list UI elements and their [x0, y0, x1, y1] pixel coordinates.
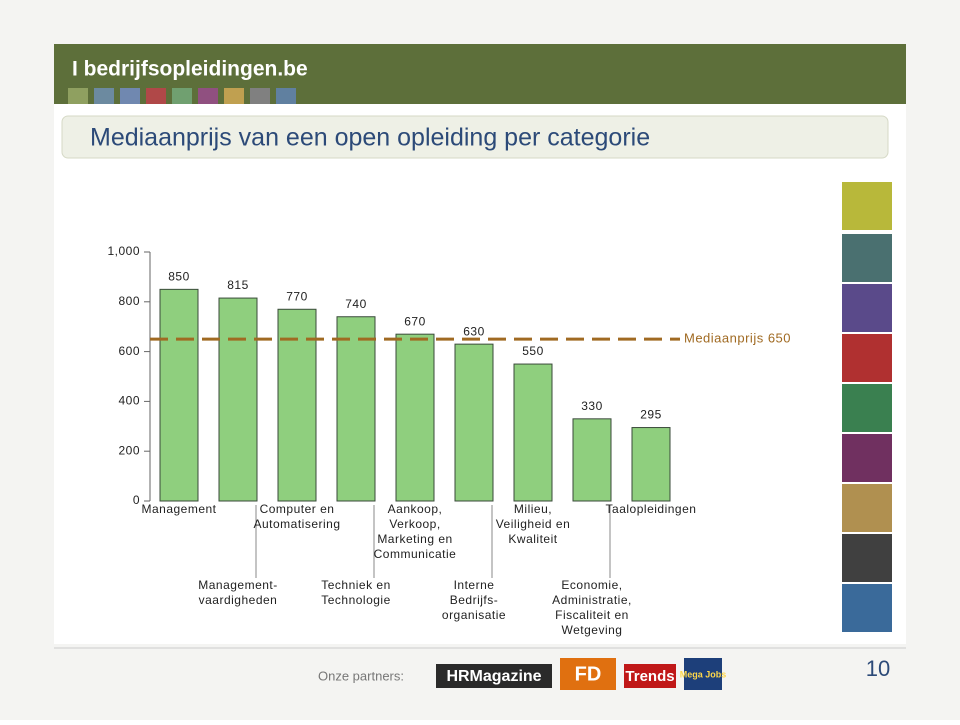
y-tick-label: 200 — [118, 443, 140, 457]
x-tick-label: Taalopleidingen — [606, 502, 697, 516]
partner-logo: FD — [575, 663, 602, 685]
page-number: 10 — [866, 656, 890, 681]
value-label: 295 — [640, 408, 662, 422]
bar — [395, 333, 435, 502]
value-label: 630 — [463, 324, 485, 338]
bar — [513, 363, 553, 502]
x-tick-label: Computer en Automatisering — [253, 502, 340, 531]
chart-title: Mediaanprijs van een open opleiding per … — [90, 124, 650, 152]
logo: I bedrijfsopleidingen.be — [72, 58, 308, 81]
bar — [631, 427, 671, 502]
value-label: 850 — [168, 270, 190, 284]
y-tick-label: 1,000 — [107, 244, 140, 258]
partner-logo: Trends — [625, 668, 674, 685]
partner-logo-bg — [624, 664, 676, 688]
header-band — [54, 44, 906, 104]
bar — [277, 308, 317, 502]
value-label: 815 — [227, 278, 249, 292]
y-tick-label: 0 — [133, 493, 140, 507]
value-label: 670 — [404, 314, 426, 328]
side-images — [842, 182, 892, 632]
value-label: 740 — [345, 297, 367, 311]
x-tick-label: Economie, Administratie, Fiscaliteit en Wet… — [552, 578, 632, 637]
value-label: 770 — [286, 289, 308, 303]
value-label: 550 — [522, 344, 544, 358]
bar — [159, 288, 199, 502]
partner-logo: HRMagazine — [446, 668, 541, 685]
bar — [572, 418, 612, 502]
x-tick-label: Management-vaardigheden — [198, 578, 278, 607]
x-tick-label: Aankoop, Verkoop, Marketing en Communicatie — [374, 502, 457, 561]
bar — [336, 316, 376, 502]
y-tick-label: 800 — [118, 294, 140, 308]
x-tick-label: Milieu, Veiligheid en Kwaliteit — [496, 502, 571, 546]
x-tick-label: Management — [141, 502, 216, 516]
partner-logo-bg — [684, 658, 722, 690]
partner-logo-bg — [436, 664, 552, 688]
reference-label: Mediaanprijs 650 — [684, 331, 791, 346]
chart: 0 200 400 600 800 1,000 850 Management 815 Manage… — [107, 244, 791, 637]
x-tick-label: Techniek en Technologie — [321, 578, 391, 607]
header-icons — [68, 88, 296, 108]
title-box — [61, 115, 889, 159]
bar — [454, 343, 494, 502]
y-tick-label: 400 — [118, 394, 140, 408]
y-tick-label: 600 — [118, 344, 140, 358]
bar — [218, 297, 258, 502]
partner-logo-bg — [560, 658, 616, 690]
partners-label: Onze partners: — [318, 668, 404, 683]
value-label: 330 — [581, 399, 603, 413]
partner-logo: Mega Jobs — [680, 669, 727, 679]
x-tick-label: Interne Bedrijfs-organisatie — [442, 578, 506, 622]
